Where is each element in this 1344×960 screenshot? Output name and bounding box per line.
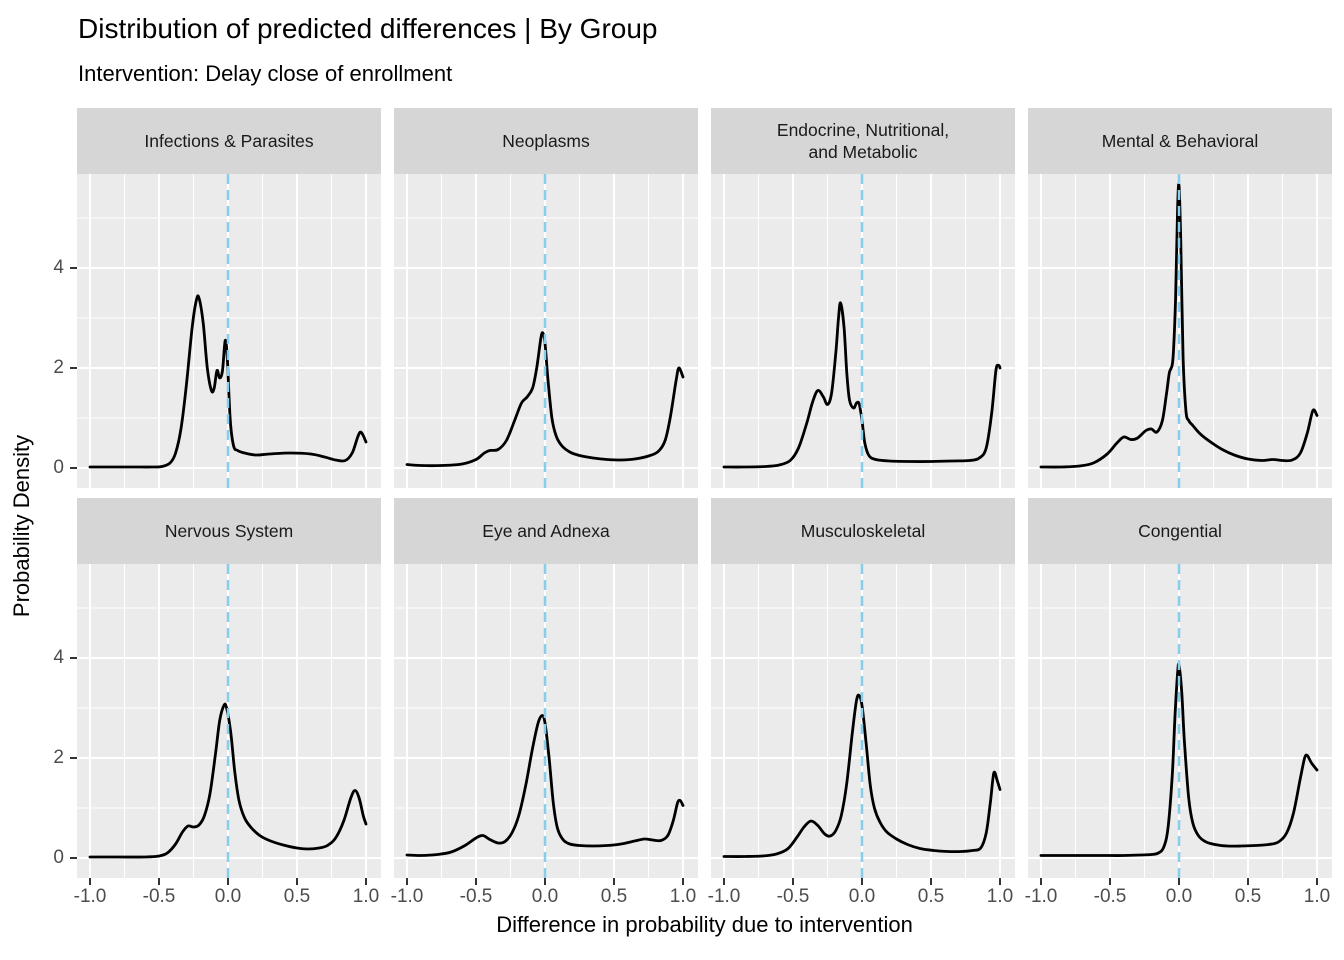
x-tick-label: -0.5 xyxy=(142,886,176,907)
facet-strip-label: Infections & Parasites xyxy=(144,131,314,151)
facet-strip: Nervous System xyxy=(77,498,381,564)
facet-strip-label: Eye and Adnexa xyxy=(482,521,610,541)
chart-subtitle: Intervention: Delay close of enrollment xyxy=(78,61,453,86)
facet-strip-label: Nervous System xyxy=(164,521,294,541)
x-tick-mark xyxy=(158,878,160,885)
x-tick-label: 1.0 xyxy=(352,886,380,907)
chart-title: Distribution of predicted differences | … xyxy=(78,13,658,44)
y-tick-mark xyxy=(70,367,77,369)
x-tick-label: 1.0 xyxy=(1303,886,1331,907)
x-tick-mark xyxy=(999,878,1001,885)
x-tick-mark xyxy=(682,878,684,885)
x-tick-label: 0.5 xyxy=(600,886,628,907)
y-tick-mark xyxy=(70,267,77,269)
facet-infections-parasites: Infections & Parasites xyxy=(77,108,381,488)
x-tick-mark xyxy=(475,878,477,885)
x-tick-label: -1.0 xyxy=(390,886,424,907)
y-tick-mark xyxy=(70,857,77,859)
x-tick-mark xyxy=(1316,878,1318,885)
x-tick-mark xyxy=(365,878,367,885)
x-tick-mark xyxy=(1040,878,1042,885)
facet-panel xyxy=(394,174,698,488)
x-tick-label: 0.5 xyxy=(917,886,945,907)
facet-mental-behavioral: Mental & Behavioral xyxy=(1028,108,1332,488)
x-axis-title: Difference in probability due to interve… xyxy=(496,912,913,937)
facet-panel xyxy=(1028,174,1332,488)
facet-strip: Musculoskeletal xyxy=(711,498,1015,564)
x-tick-label: 1.0 xyxy=(986,886,1014,907)
facet-strip-label: Mental & Behavioral xyxy=(1101,131,1259,151)
facet-strip: Infections & Parasites xyxy=(77,108,381,174)
facet-strip-label: Neoplasms xyxy=(502,131,590,151)
density-curve xyxy=(722,301,1002,469)
density-curve xyxy=(722,693,1002,858)
facet-nervous-system: Nervous System xyxy=(77,498,381,878)
facet-congential: Congential xyxy=(1028,498,1332,878)
facet-panel xyxy=(394,564,698,878)
facet-panel xyxy=(711,564,1015,878)
y-tick-label: 0 xyxy=(53,457,64,478)
facet-panel xyxy=(77,564,381,878)
density-curve xyxy=(88,702,368,859)
density-curve xyxy=(405,714,685,857)
x-tick-mark xyxy=(89,878,91,885)
x-tick-mark xyxy=(1109,878,1111,885)
y-tick-mark xyxy=(70,467,77,469)
x-tick-mark xyxy=(227,878,229,885)
x-tick-label: 0.0 xyxy=(214,886,242,907)
facet-panel xyxy=(77,174,381,488)
x-tick-label: 1.0 xyxy=(669,886,697,907)
facet-musculoskeletal: Musculoskeletal xyxy=(711,498,1015,878)
x-tick-label: 0.5 xyxy=(1234,886,1262,907)
x-tick-mark xyxy=(296,878,298,885)
y-tick-label: 4 xyxy=(53,257,64,278)
density-curve xyxy=(1039,662,1319,857)
facet-strip: Eye and Adnexa xyxy=(394,498,698,564)
density-curve xyxy=(1039,182,1319,469)
facet-strip: Congential xyxy=(1028,498,1332,564)
facet-strip: Endocrine, Nutritional, and Metabolic xyxy=(711,108,1015,174)
facet-strip: Mental & Behavioral xyxy=(1028,108,1332,174)
y-tick-label: 4 xyxy=(53,647,64,668)
y-tick-label: 0 xyxy=(53,847,64,868)
x-tick-mark xyxy=(544,878,546,885)
x-tick-label: -1.0 xyxy=(707,886,741,907)
x-tick-mark xyxy=(406,878,408,885)
density-curve xyxy=(405,331,685,468)
x-tick-label: -0.5 xyxy=(776,886,810,907)
facet-eye-and-adnexa: Eye and Adnexa xyxy=(394,498,698,878)
x-tick-label: 0.0 xyxy=(848,886,876,907)
x-tick-mark xyxy=(1247,878,1249,885)
x-tick-label: -1.0 xyxy=(1024,886,1058,907)
x-tick-mark xyxy=(1178,878,1180,885)
y-tick-label: 2 xyxy=(53,357,64,378)
facet-strip-label: Musculoskeletal xyxy=(800,521,926,541)
y-tick-mark xyxy=(70,657,77,659)
facet-strip-label: Congential xyxy=(1138,521,1222,541)
x-tick-label: -0.5 xyxy=(1093,886,1127,907)
facet-strip-label: Endocrine, Nutritional, and Metabolic xyxy=(776,120,950,162)
x-tick-mark xyxy=(723,878,725,885)
y-tick-mark xyxy=(70,757,77,759)
x-tick-label: 0.5 xyxy=(283,886,311,907)
y-tick-label: 2 xyxy=(53,747,64,768)
x-tick-label: 0.0 xyxy=(531,886,559,907)
facet-neoplasms: Neoplasms xyxy=(394,108,698,488)
x-tick-label: -1.0 xyxy=(73,886,107,907)
facet-strip: Neoplasms xyxy=(394,108,698,174)
x-tick-mark xyxy=(613,878,615,885)
facet-endocrine-nutritional-metabolic: Endocrine, Nutritional, and Metabolic xyxy=(711,108,1015,488)
x-tick-mark xyxy=(930,878,932,885)
density-curve xyxy=(88,294,368,469)
x-tick-mark xyxy=(792,878,794,885)
x-tick-mark xyxy=(861,878,863,885)
facet-panel xyxy=(711,174,1015,488)
facet-panel xyxy=(1028,564,1332,878)
x-tick-label: -0.5 xyxy=(459,886,493,907)
x-tick-label: 0.0 xyxy=(1165,886,1193,907)
